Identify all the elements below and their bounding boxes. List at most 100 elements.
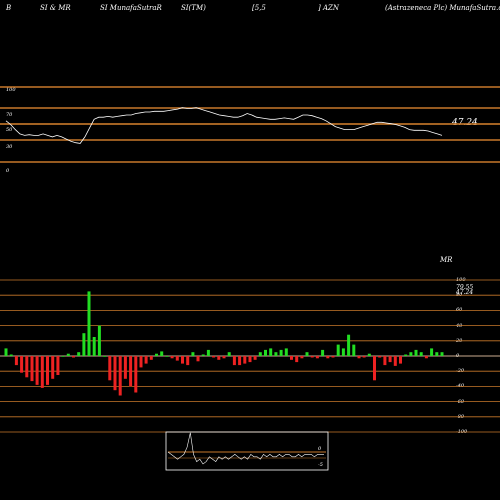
mr-bar: [144, 356, 148, 364]
mr-bar: [347, 334, 351, 356]
mr-bar: [129, 356, 133, 387]
mr-bar: [393, 356, 397, 366]
mr-bar: [72, 356, 75, 358]
mr-bar: [435, 352, 439, 356]
mr-bar: [290, 356, 293, 360]
mr-bar: [191, 352, 195, 356]
mr-bar: [264, 349, 267, 356]
mr-bar: [383, 356, 387, 366]
header-col3: SI MunafaSutraR: [100, 4, 162, 12]
mr-bar: [97, 325, 101, 356]
mr-bar: [212, 356, 216, 358]
mr-bar: [232, 356, 236, 366]
mr-bar: [149, 356, 153, 360]
mr-bar: [300, 356, 304, 359]
header-col1: B: [6, 4, 12, 12]
mr-bar: [336, 344, 340, 356]
mr-bar: [9, 354, 13, 356]
mr-bar: [331, 356, 335, 358]
mr-bar: [196, 356, 200, 362]
mr-value-2: 47.24: [456, 289, 474, 296]
mr-bar: [56, 356, 60, 375]
mr-bar: [367, 353, 371, 356]
mr-values: 79.55 47.24: [456, 284, 474, 296]
mr-bar: [30, 356, 34, 382]
mini-tick-0: 0: [318, 446, 322, 452]
header-col4: SI(TM): [181, 4, 206, 12]
mr-bar: [414, 349, 418, 356]
mini-tick-neg: -5: [318, 462, 323, 468]
mr-bar: [238, 356, 242, 366]
header-col2: SI & MR: [40, 4, 71, 12]
mr-bar: [305, 352, 309, 356]
mr-bar: [123, 356, 127, 379]
mr-bar: [430, 348, 434, 356]
mr-bar: [248, 356, 252, 363]
mr-title: MR: [440, 256, 453, 264]
mr-bar: [352, 344, 356, 356]
header-col5: [5,5: [252, 4, 266, 12]
mr-bar: [113, 356, 117, 391]
mr-bar: [87, 291, 91, 356]
mr-bar: [315, 356, 319, 359]
mr-bar: [66, 353, 70, 356]
mr-bar: [186, 356, 190, 366]
mr-bar: [20, 356, 24, 373]
mr-bar: [201, 354, 205, 356]
mr-bar: [258, 352, 262, 356]
mr-bar: [222, 356, 226, 359]
mr-bar: [310, 356, 314, 358]
rsi-ytick-70: 70: [6, 112, 13, 118]
rsi-ytick-100: 100: [6, 87, 16, 93]
mini-chart-frame: [165, 431, 329, 471]
mr-bar: [82, 333, 86, 356]
mr-bar: [160, 351, 164, 356]
mr-bar: [424, 356, 428, 359]
mr-bar: [35, 356, 39, 385]
header-col7: (Astrazeneca Plc) MunafaSutra.com: [385, 4, 500, 12]
rsi-ytick-0: 0: [6, 168, 10, 174]
mr-bar: [108, 356, 112, 381]
mr-bar: [40, 356, 44, 388]
mr-bar: [404, 354, 408, 356]
rsi-ytick-50: 50: [6, 127, 13, 133]
header-col6: ] AZN: [318, 4, 339, 12]
mr-bar: [103, 356, 107, 357]
mr-bar: [269, 348, 273, 356]
mr-bar: [409, 352, 413, 356]
mr-bar: [388, 356, 392, 363]
mini-line: [167, 432, 324, 465]
mr-bar: [61, 356, 65, 357]
mr-bar: [326, 356, 330, 359]
mr-bar: [14, 356, 18, 366]
mr-bar: [279, 349, 283, 356]
mr-bar: [165, 356, 169, 357]
mr-bar: [373, 356, 376, 381]
mr-bar: [181, 356, 184, 364]
mr-bar: [399, 356, 402, 364]
mr-bar: [92, 337, 96, 356]
mr-bar: [46, 356, 49, 385]
mr-bar: [419, 352, 423, 356]
mr-bar: [362, 356, 366, 358]
rsi-current-value: 47.24: [452, 118, 478, 128]
mr-bar: [77, 352, 81, 356]
mr-bar: [134, 356, 138, 393]
mr-bar: [227, 352, 231, 356]
mr-bar: [4, 348, 8, 356]
mr-bar: [155, 353, 158, 356]
mr-bar: [118, 356, 122, 396]
rsi-ytick-30: 30: [6, 144, 13, 150]
mr-bar: [139, 356, 143, 368]
mr-bar: [217, 356, 221, 360]
mr-bar: [206, 349, 210, 356]
rsi-line: [5, 107, 443, 144]
mr-bar: [341, 348, 345, 356]
mr-bar: [274, 352, 278, 356]
mr-bar: [25, 356, 29, 378]
mr-value-1: 79.55: [456, 284, 474, 291]
mr-bar: [51, 356, 55, 379]
mr-bar: [253, 356, 257, 360]
mr-bar: [170, 356, 174, 359]
